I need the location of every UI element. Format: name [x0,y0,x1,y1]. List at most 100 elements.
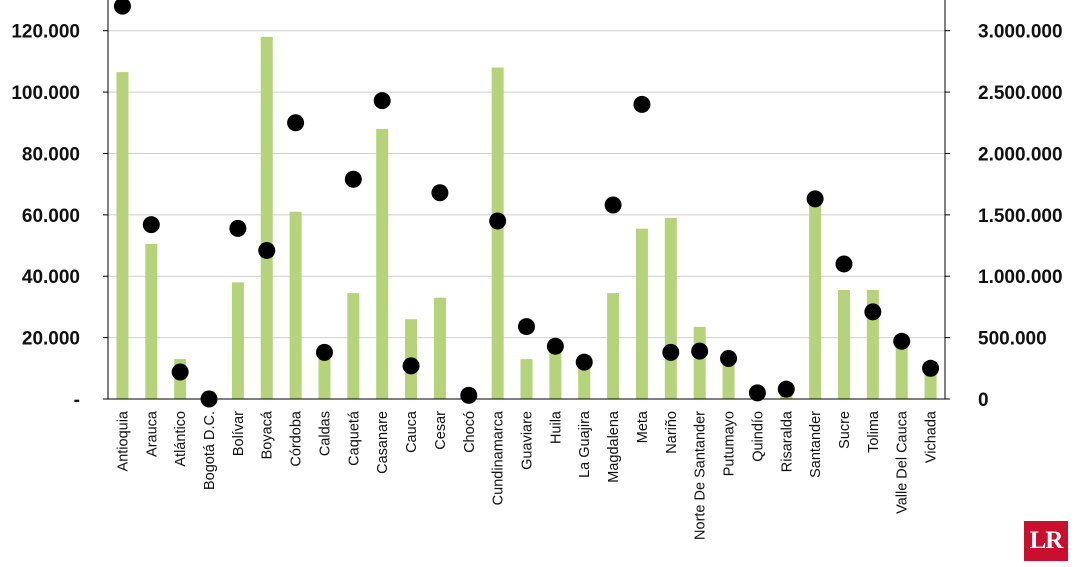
data-point [864,303,882,321]
bar [809,197,822,399]
category-label: Casanare [375,411,391,474]
category-label: Córdoba [289,410,305,467]
bar [116,72,129,399]
bar [145,244,158,399]
data-point [575,353,593,371]
right-tick-label: 0 [978,390,989,411]
category-label: Valle Del Cauca [895,410,911,514]
data-point [171,363,189,381]
data-point [113,0,131,15]
left-tick-label: 120.000 [11,22,80,43]
bar [289,211,302,399]
category-label: Vichada [924,410,940,463]
category-label: Magdalena [606,410,622,483]
category-label: Guaviare [520,411,536,470]
left-axis-ticks: - 20.000 40.000 60.000 80.000 100.000 120.000 [11,22,108,411]
category-label: Cesar [433,411,449,450]
category-label: Antioquia [115,410,131,471]
bar [347,293,360,399]
category-label: Bolívar [231,411,247,456]
right-tick-label: 1.500.000 [978,206,1063,227]
data-point [748,384,766,402]
left-tick-label: 80.000 [22,144,80,165]
data-point [806,190,824,208]
bar [231,282,244,399]
bar-series [116,36,937,400]
bar [664,217,677,399]
left-tick-label: - [74,390,80,411]
bar [491,67,504,400]
data-point [229,219,247,237]
category-label: Boyacá [260,410,276,459]
bar [837,290,850,399]
category-label: Bogotá D.C. [202,411,218,490]
bar [722,363,735,399]
bar [549,349,562,399]
data-point [373,92,391,110]
bar [520,359,533,399]
data-point [402,357,420,375]
data-point [720,349,738,367]
data-point [142,216,160,234]
data-point [518,318,535,336]
bar [635,228,648,399]
point-series [113,0,940,408]
left-tick-label: 20.000 [22,329,80,350]
category-label: Caldas [317,411,333,456]
category-label: Tolima [866,410,882,453]
data-point [604,196,622,214]
bar [260,36,273,399]
data-point [633,95,651,113]
data-point [315,343,333,361]
right-axis-ticks: 0 500.000 1.000.000 1.500.000 2.000.000 2.500… [945,22,1063,411]
bar [433,297,446,399]
left-tick-label: 40.000 [22,267,80,288]
data-point [662,343,680,361]
bar [607,293,620,399]
category-label: Risaralda [779,410,795,472]
data-point [489,212,507,230]
right-tick-label: 3.000.000 [978,22,1063,43]
category-label: Arauca [144,410,160,457]
bar [895,345,908,399]
category-label: Quindío [750,411,766,462]
category-label: Putumayo [722,411,738,476]
category-label: La Guajira [577,410,593,478]
data-point [460,386,478,404]
category-label: Cauca [404,410,420,453]
data-point [258,241,276,259]
bar [578,366,591,399]
category-label: Sucre [837,411,853,449]
data-point [893,332,911,350]
right-tick-label: 500.000 [978,329,1047,350]
data-point [691,342,709,360]
category-label: Meta [635,410,651,443]
bar [376,128,389,399]
category-label: Norte De Santander [693,411,709,540]
category-label: Atlántico [173,411,189,467]
data-point [922,359,940,377]
data-point [431,184,449,202]
data-point [287,114,305,132]
lr-logo: LR [1024,521,1068,561]
category-label: Nariño [664,411,680,454]
gridlines [108,30,945,339]
bar [318,352,331,399]
data-point [777,380,795,398]
right-tick-label: 1.000.000 [978,267,1063,288]
right-tick-label: 2.000.000 [978,144,1063,165]
category-label: Caquetá [346,410,362,466]
category-label: Chocó [462,411,478,453]
data-point [546,337,564,355]
bar [693,326,706,399]
axes [107,0,946,400]
left-tick-label: 60.000 [22,206,80,227]
right-tick-label: 2.500.000 [978,83,1063,104]
data-point [344,170,362,188]
data-point [835,255,853,273]
category-label: Cundinamarca [491,410,507,505]
category-label: Huila [548,410,564,444]
category-label: Santander [808,411,824,478]
category-labels: Antioquia Arauca Atlántico Bogotá D.C. Bolív… [115,410,939,540]
